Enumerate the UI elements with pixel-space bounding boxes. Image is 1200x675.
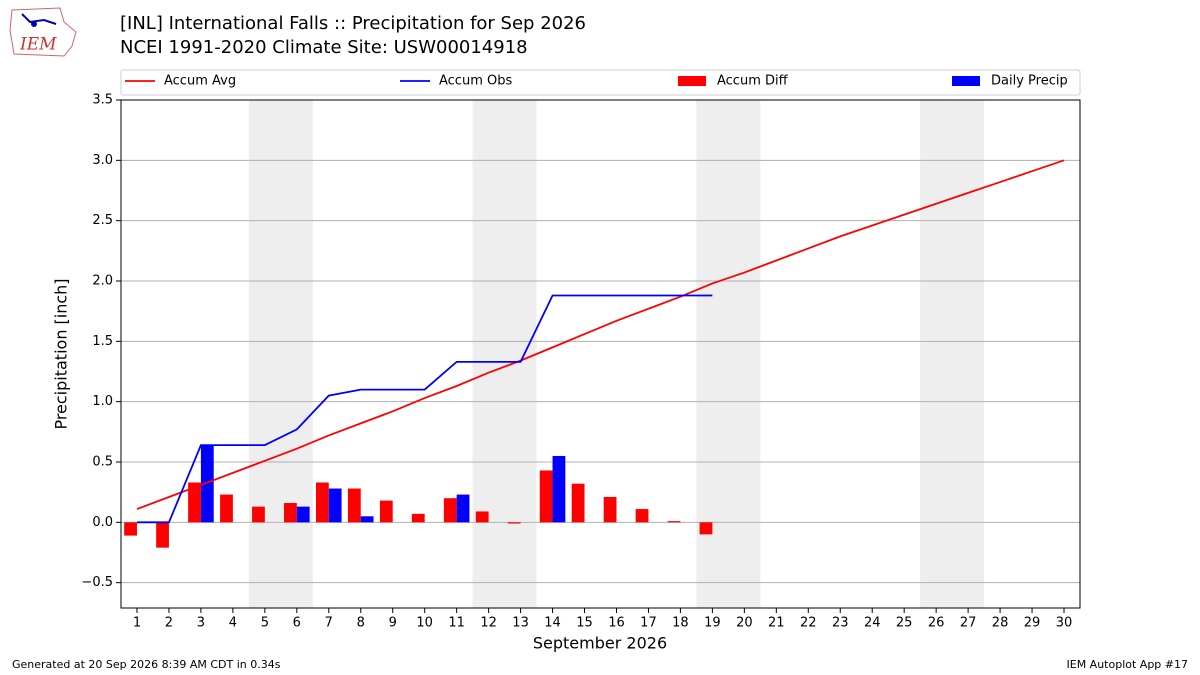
x-tick-label: 26 <box>928 616 945 631</box>
legend-label: Accum Diff <box>717 74 789 89</box>
bar <box>456 494 470 523</box>
legend-label: Daily Precip <box>991 74 1068 89</box>
x-tick-label: 20 <box>736 616 753 631</box>
x-tick-label: 25 <box>896 616 913 631</box>
bar <box>360 516 374 523</box>
y-tick-label: 2.5 <box>92 213 113 228</box>
chart-subtitle: NCEI 1991-2020 Climate Site: USW00014918 <box>120 37 528 58</box>
plot-frame <box>120 99 1081 609</box>
x-tick-label: 8 <box>357 616 365 631</box>
bar <box>188 482 201 523</box>
x-tick-label: 3 <box>197 616 205 631</box>
x-axis-label: September 2026 <box>533 634 667 653</box>
y-axis-label: Precipitation [inch] <box>52 278 71 429</box>
line <box>136 159 1065 510</box>
x-tick-label: 2 <box>165 616 173 631</box>
bar <box>379 500 393 523</box>
bar <box>200 445 214 523</box>
legend-label: Accum Avg <box>164 74 236 89</box>
bar <box>699 522 713 535</box>
bar <box>284 503 297 523</box>
y-tick-label: 3.0 <box>92 153 113 168</box>
bar <box>347 488 361 523</box>
y-tick-label: 1.5 <box>92 334 113 349</box>
x-tick-label: 5 <box>261 616 269 631</box>
legend-swatch <box>678 76 706 86</box>
bar <box>443 498 457 523</box>
y-tick-label: 2.0 <box>92 273 113 288</box>
y-tick-label: 3.5 <box>92 93 113 108</box>
bar <box>124 522 137 536</box>
x-tick-label: 12 <box>480 616 497 631</box>
x-tick-label: 30 <box>1056 616 1073 631</box>
bar <box>296 506 310 523</box>
x-tick-label: 15 <box>576 616 593 631</box>
x-tick-label: 14 <box>544 616 561 631</box>
x-tick-label: 10 <box>416 616 433 631</box>
legend <box>120 69 1081 96</box>
bar <box>507 522 521 524</box>
x-tick-label: 16 <box>608 616 625 631</box>
y-tick-label: 0.0 <box>92 515 113 530</box>
bar <box>552 455 566 523</box>
logo-text: IEM <box>19 35 57 55</box>
x-tick-label: 11 <box>448 616 465 631</box>
x-tick-label: 28 <box>992 616 1009 631</box>
x-tick-label: 13 <box>512 616 529 631</box>
x-tick-label: 29 <box>1024 616 1041 631</box>
bar <box>603 496 617 523</box>
x-tick-label: 23 <box>832 616 849 631</box>
bar <box>156 522 169 548</box>
bar <box>667 521 681 523</box>
legend-label: Accum Obs <box>439 74 512 89</box>
x-tick-label: 21 <box>768 616 785 631</box>
bar <box>252 506 265 523</box>
x-tick-label: 1 <box>133 616 141 631</box>
footer-right: IEM Autoplot App #17 <box>1067 658 1189 671</box>
bar <box>635 509 649 523</box>
y-tick-label: 0.5 <box>92 454 113 469</box>
x-tick-label: 27 <box>960 616 977 631</box>
weekend-span <box>920 100 985 608</box>
x-tick-label: 17 <box>640 616 657 631</box>
x-tick-label: 6 <box>293 616 301 631</box>
weekend-span <box>248 100 313 608</box>
chart-title: [INL] International Falls :: Precipitati… <box>120 13 586 34</box>
bar <box>220 494 233 523</box>
x-tick-label: 19 <box>704 616 721 631</box>
y-tick-label: 1.0 <box>92 394 113 409</box>
logo: IEM <box>9 7 77 57</box>
x-tick-label: 4 <box>229 616 237 631</box>
x-tick-label: 24 <box>864 616 881 631</box>
bar <box>571 483 585 523</box>
bar <box>539 470 553 523</box>
x-tick-label: 7 <box>325 616 333 631</box>
y-tick-label: −0.5 <box>81 575 113 590</box>
bar <box>411 513 425 523</box>
bar <box>475 511 489 523</box>
x-tick-label: 22 <box>800 616 817 631</box>
x-tick-label: 18 <box>672 616 689 631</box>
weekend-span <box>472 100 537 608</box>
line <box>136 294 713 524</box>
legend-swatch <box>952 76 980 86</box>
bar <box>315 482 329 523</box>
x-tick-label: 9 <box>389 616 397 631</box>
bar <box>328 488 342 523</box>
footer-left: Generated at 20 Sep 2026 8:39 AM CDT in … <box>12 658 281 671</box>
